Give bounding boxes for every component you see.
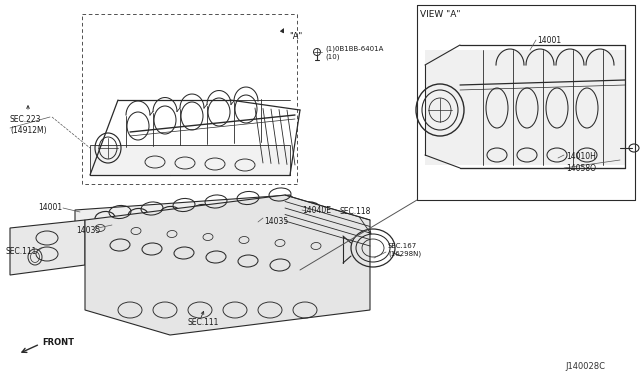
Text: 14010H: 14010H <box>566 152 596 161</box>
Text: (1)0B1BB-6401A
(10): (1)0B1BB-6401A (10) <box>325 46 383 61</box>
Text: 14035: 14035 <box>76 226 100 235</box>
Polygon shape <box>75 195 315 265</box>
Text: J140028C: J140028C <box>565 362 605 371</box>
Polygon shape <box>85 195 370 335</box>
Polygon shape <box>90 145 290 175</box>
Text: 14035: 14035 <box>264 217 288 226</box>
Text: SEC.111: SEC.111 <box>5 247 36 257</box>
Text: 14001: 14001 <box>38 203 62 212</box>
Text: "A": "A" <box>289 32 302 41</box>
Text: SEC.111: SEC.111 <box>188 318 220 327</box>
Polygon shape <box>425 50 625 165</box>
Text: SEC.223
(14912M): SEC.223 (14912M) <box>10 115 47 135</box>
Text: 14001: 14001 <box>537 36 561 45</box>
Text: 14058O: 14058O <box>566 164 596 173</box>
Text: VIEW "A": VIEW "A" <box>420 10 461 19</box>
Text: FRONT: FRONT <box>42 338 74 347</box>
Polygon shape <box>10 220 85 275</box>
Text: SEC.167
(16298N): SEC.167 (16298N) <box>388 243 421 257</box>
Text: SEC.118: SEC.118 <box>340 207 371 216</box>
Text: 14040E: 14040E <box>302 206 331 215</box>
